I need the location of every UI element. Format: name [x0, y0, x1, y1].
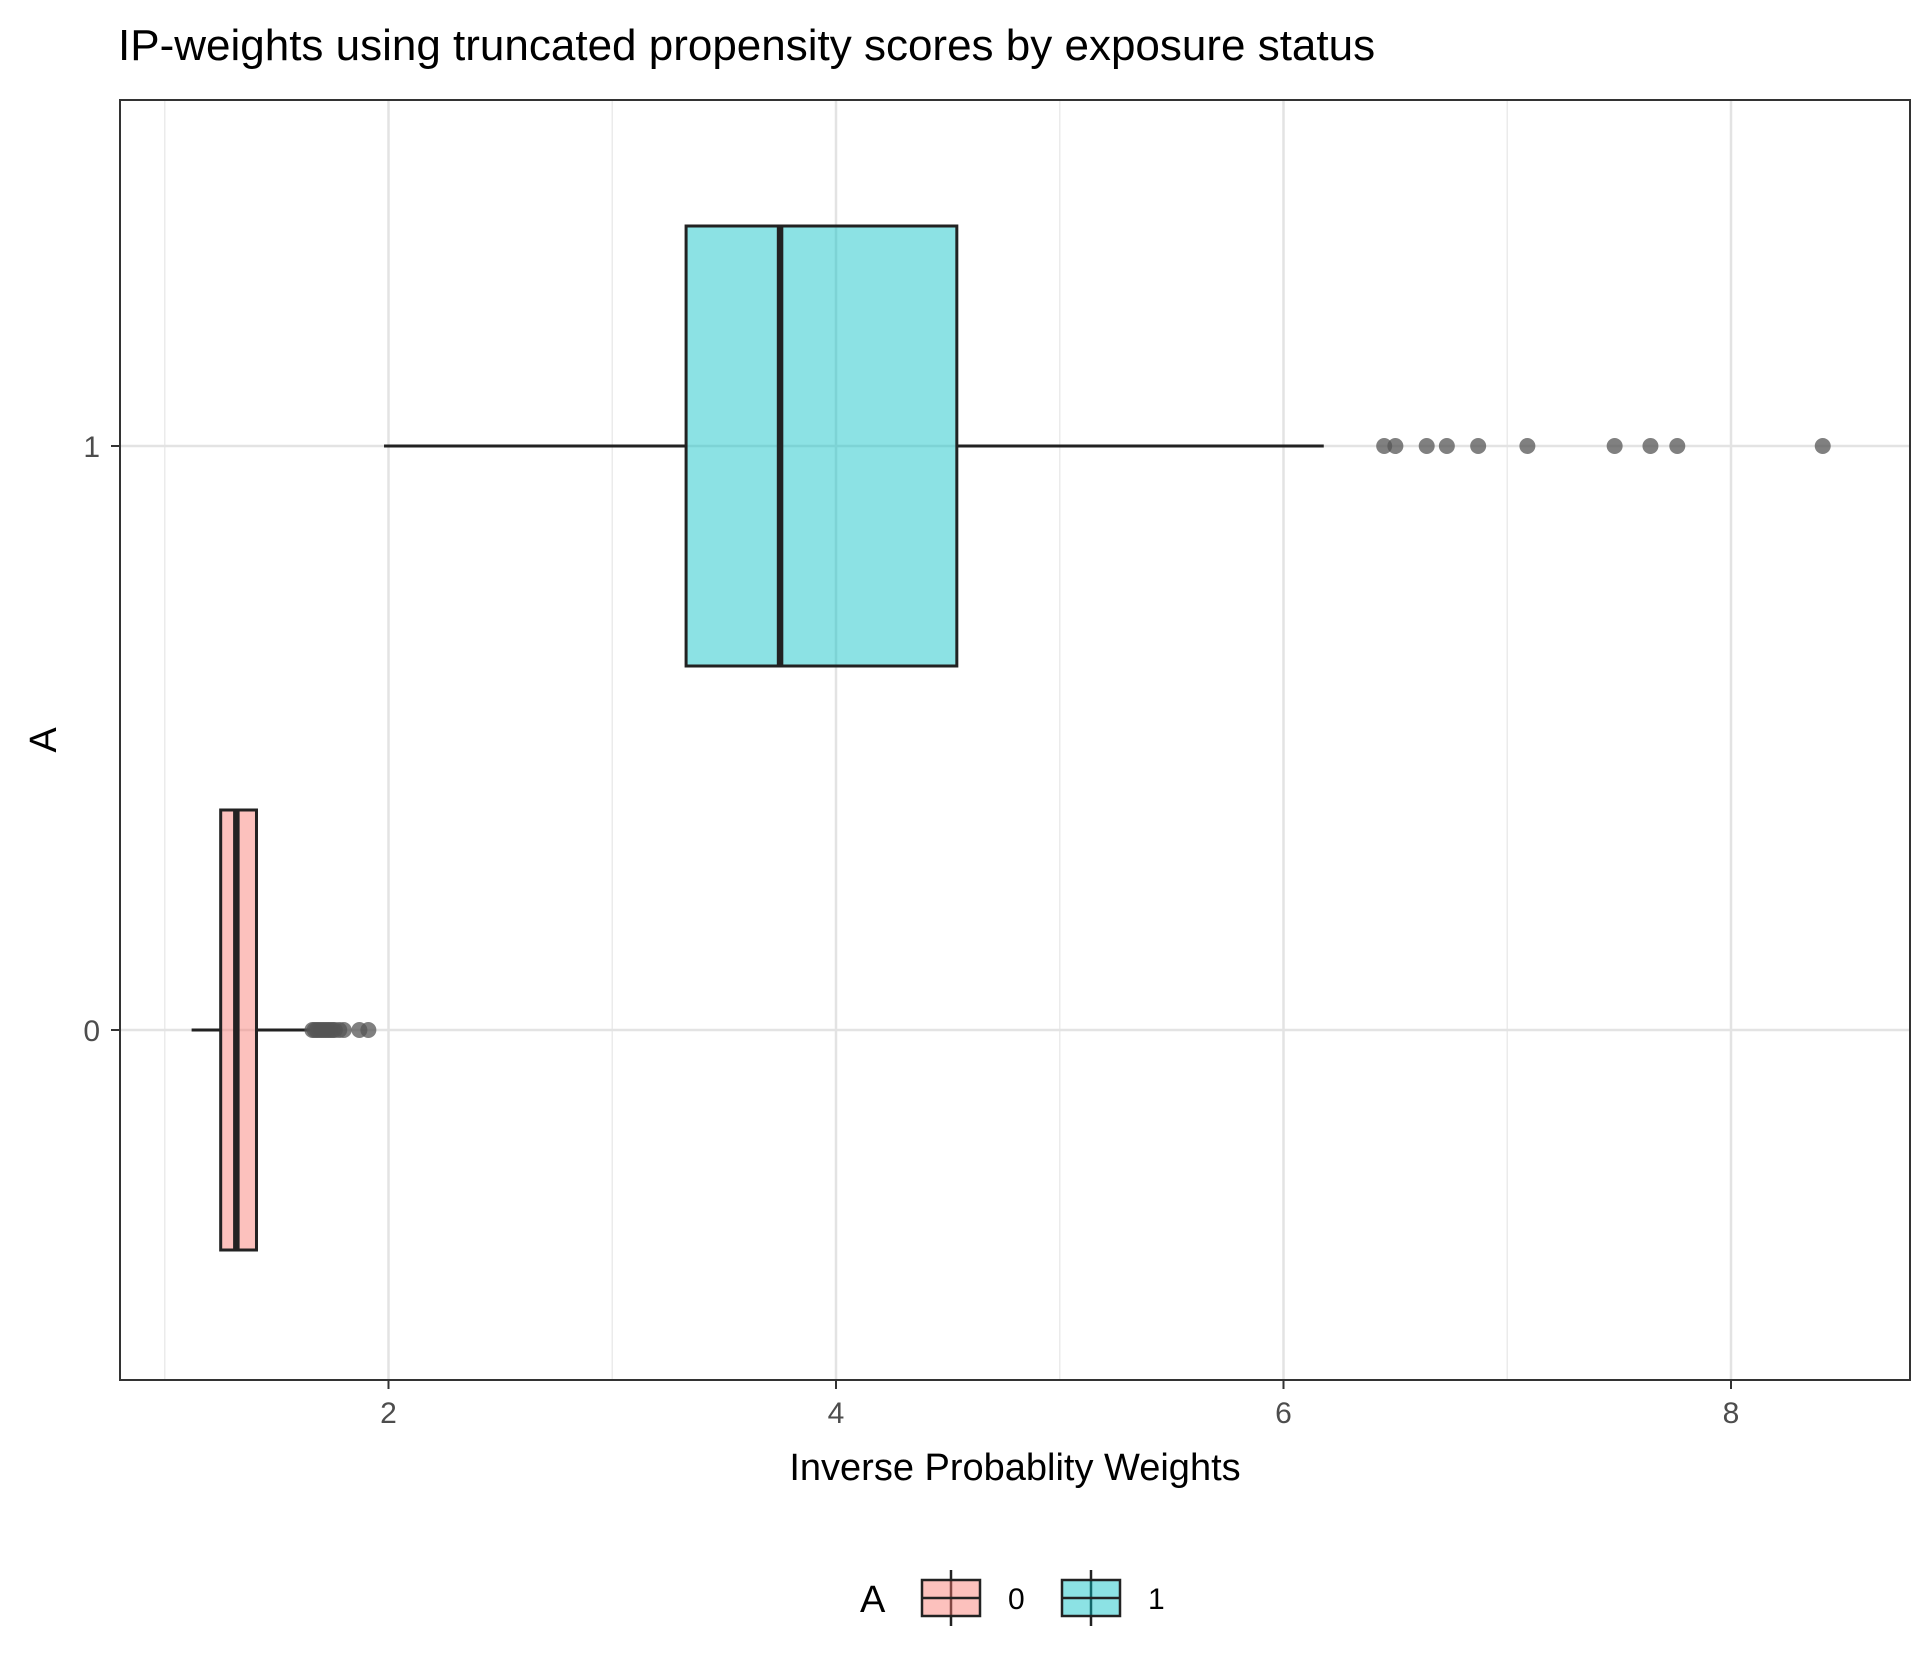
x-axis-title: Inverse Probablity Weights — [789, 1447, 1240, 1489]
box-group-1 — [384, 224, 1831, 668]
box-group-0 — [191, 808, 377, 1252]
legend-key-0: 0 — [920, 1570, 1025, 1626]
x-tick-label: 2 — [380, 1397, 397, 1430]
axes: 2 4 6 8 0 1 — [83, 431, 1739, 1430]
outlier-point — [1376, 438, 1393, 454]
x-tick-label: 8 — [1723, 1397, 1740, 1430]
x-tick-label: 4 — [828, 1397, 845, 1430]
outlier-point — [1642, 438, 1659, 454]
legend-label: 1 — [1148, 1583, 1165, 1616]
outlier-point — [1387, 438, 1404, 454]
box-plots — [191, 224, 1831, 1252]
outlier-point — [335, 1022, 352, 1038]
y-tick-label: 0 — [83, 1015, 100, 1048]
outlier-point — [1669, 438, 1686, 454]
outlier-point — [1418, 438, 1435, 454]
outlier-point — [1470, 438, 1487, 454]
outlier-point — [1519, 438, 1536, 454]
outlier-point — [1814, 438, 1831, 454]
outlier-point — [1438, 438, 1455, 454]
y-tick-label: 1 — [83, 431, 100, 464]
grid-lines — [120, 100, 1910, 1380]
outlier-point — [1606, 438, 1623, 454]
legend-key-1: 1 — [1060, 1570, 1165, 1626]
legend-title: A — [860, 1579, 886, 1621]
x-tick-label: 6 — [1275, 1397, 1292, 1430]
iqr-box — [684, 224, 959, 668]
chart-title: IP-weights using truncated propensity sc… — [118, 21, 1375, 70]
y-axis-title: A — [23, 727, 65, 753]
legend-label: 0 — [1008, 1583, 1025, 1616]
plot-panel-border — [119, 99, 1911, 1381]
outlier-point — [360, 1022, 377, 1038]
legend: A 0 1 — [860, 1570, 1165, 1626]
